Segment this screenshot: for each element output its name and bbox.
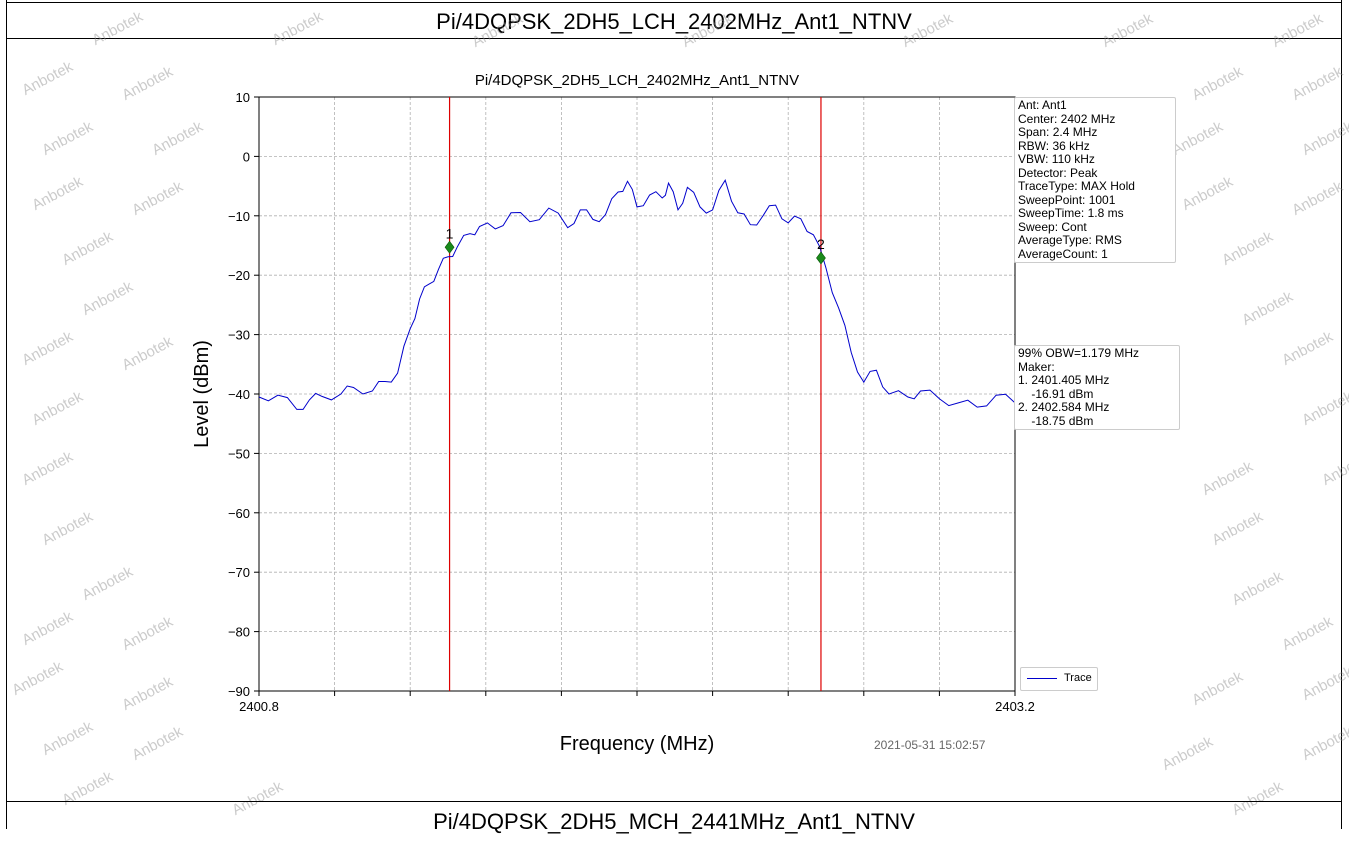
marker-lines <box>448 97 822 691</box>
marker-diamond <box>444 240 455 254</box>
info-line: TraceType: MAX Hold <box>1018 179 1135 193</box>
legend: Trace <box>1020 667 1098 691</box>
marker-label: 1 <box>446 225 454 241</box>
result-box: 99% OBW=1.179 MHz Maker: 1. 2401.405 MHz -… <box>1014 345 1180 430</box>
info-line: -16.91 dBm <box>1018 386 1094 401</box>
info-line: Maker: <box>1018 359 1055 374</box>
info-line: RBW: 36 kHz <box>1018 138 1090 153</box>
x-axis-label: Frequency (MHz) <box>560 733 714 755</box>
y-tick-label: −30 <box>228 328 250 343</box>
timestamp: 2021-05-31 15:02:57 <box>874 738 986 752</box>
info-line: Sweep: Cont <box>1018 219 1087 234</box>
y-axis-label: Level (dBm) <box>191 340 213 448</box>
y-tick-label: 10 <box>236 90 250 105</box>
y-tick-label: 0 <box>243 149 250 164</box>
y-axis: 10 0 −10 −20 −30 −40 −50 −60 −70 −80 −90 <box>228 90 259 699</box>
y-tick-label: −90 <box>228 684 250 699</box>
marker-label: 2 <box>817 236 825 252</box>
next-plot-title: Pi/4DQPSK_2DH5_MCH_2441MHz_Ant1_NTNV <box>433 809 915 834</box>
info-line: Ant: Ant1 <box>1018 98 1067 112</box>
x-tick-label: 2400.8 <box>239 699 279 714</box>
marker-diamond <box>816 251 826 265</box>
info-line: AverageCount: 1 <box>1018 246 1108 261</box>
info-line: SweepTime: 1.8 ms <box>1018 206 1124 220</box>
y-tick-label: −70 <box>228 565 250 580</box>
y-tick-label: −40 <box>228 387 250 402</box>
next-plot-header: Pi/4DQPSK_2DH5_MCH_2441MHz_Ant1_NTNV <box>6 801 1342 834</box>
x-tick-label: 2403.2 <box>995 699 1035 714</box>
top-rule <box>6 2 1342 3</box>
info-line: 99% OBW=1.179 MHz <box>1018 346 1140 360</box>
info-line: Center: 2402 MHz <box>1018 111 1116 126</box>
y-tick-label: −10 <box>228 209 250 224</box>
info-line: AverageType: RMS <box>1018 233 1122 247</box>
settings-box: Ant: Ant1 Center: 2402 MHz Span: 2.4 MHz RB… <box>1014 97 1176 263</box>
chart-title: Pi/4DQPSK_2DH5_LCH_2402MHz_Ant1_NTNV <box>475 72 799 89</box>
markers: 12 <box>444 225 826 265</box>
y-tick-label: −50 <box>228 446 250 461</box>
report-frame <box>6 0 1342 829</box>
info-line: Detector: Peak <box>1018 165 1098 180</box>
x-axis: 2400.8 2403.2 <box>239 691 1035 714</box>
y-tick-label: −80 <box>228 625 250 640</box>
info-line: SweepPoint: 1001 <box>1018 192 1116 207</box>
y-tick-label: −20 <box>228 268 250 283</box>
info-line: VBW: 110 kHz <box>1018 152 1095 166</box>
plot-header-title: Pi/4DQPSK_2DH5_LCH_2402MHz_Ant1_NTNV <box>436 9 912 34</box>
info-line: Span: 2.4 MHz <box>1018 125 1098 139</box>
grid-lines <box>258 96 1016 692</box>
info-line: -18.75 dBm <box>1018 413 1094 428</box>
plot-header: Pi/4DQPSK_2DH5_LCH_2402MHz_Ant1_NTNV <box>6 5 1342 39</box>
info-line: 1. 2401.405 MHz <box>1018 373 1110 387</box>
trace-line <box>258 178 1016 410</box>
legend-swatch <box>1027 678 1057 679</box>
y-tick-label: −60 <box>228 506 250 521</box>
info-line: 2. 2402.584 MHz <box>1018 400 1110 414</box>
legend-entry: Trace <box>1064 672 1092 684</box>
